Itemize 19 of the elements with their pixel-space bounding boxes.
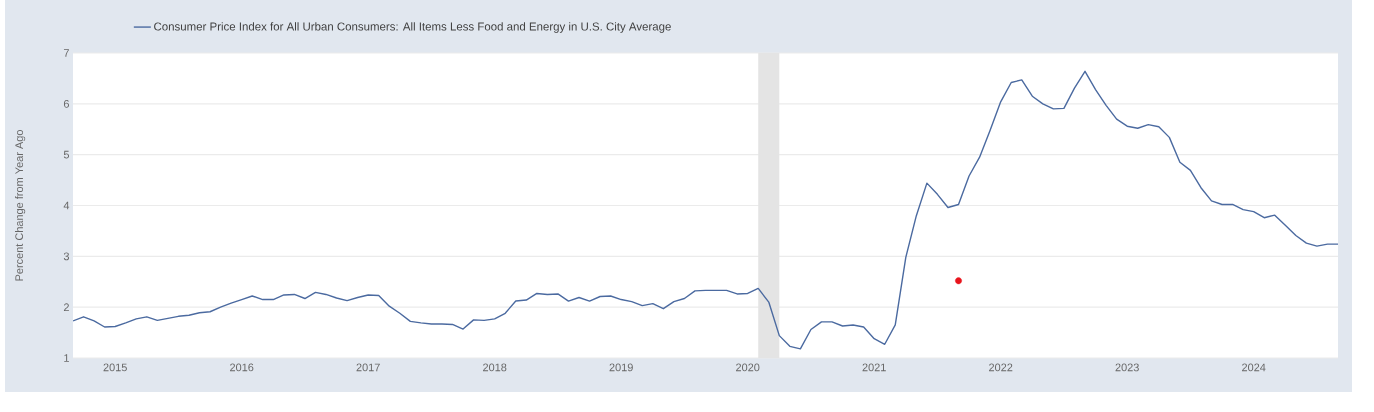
- y-tick-label: 3: [63, 252, 70, 261]
- x-tick-label: 2024: [1242, 363, 1266, 372]
- y-tick-label: 5: [63, 150, 70, 159]
- x-tick-label: 2018: [483, 363, 507, 372]
- x-tick-label: 2017: [356, 363, 380, 372]
- legend-label: Consumer Price Index for All Urban Consumers: All Items Less Food and Energy in U.S. City Average: [154, 22, 671, 33]
- x-tick-label: 2022: [989, 363, 1013, 372]
- y-tick-label: 4: [63, 201, 70, 210]
- y-axis-title: Percent Change from Year Ago: [15, 130, 26, 281]
- x-tick-label: 2023: [1115, 363, 1139, 372]
- y-tick-label: 7: [63, 49, 69, 57]
- x-tick-label: 2020: [736, 363, 760, 372]
- y-tick-label: 6: [63, 99, 70, 108]
- x-tick-label: 2019: [609, 363, 633, 372]
- x-tick-label: 2015: [103, 363, 127, 372]
- x-tick-label: 2021: [862, 363, 886, 372]
- y-tick-label: 2: [63, 303, 69, 311]
- y-tick-label: 1: [64, 354, 69, 362]
- x-tick-label: 2016: [230, 363, 254, 372]
